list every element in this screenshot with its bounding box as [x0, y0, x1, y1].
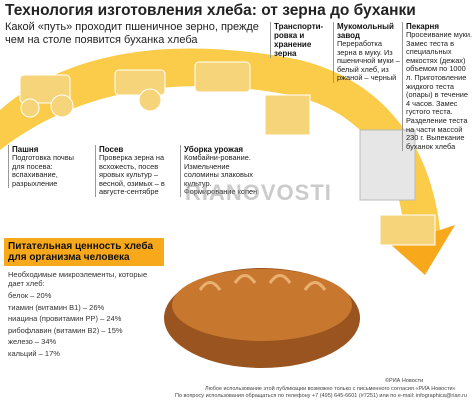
- step: Уборка урожая Комбайни-рование. Измельче…: [180, 145, 264, 197]
- arrow-head: [380, 225, 455, 275]
- nutrition-item: кальций – 17%: [8, 348, 60, 358]
- wheel: [50, 94, 74, 118]
- tractor: [114, 69, 166, 96]
- step: Мукомольный завод Переработка зерна в му…: [333, 22, 401, 83]
- nutrition-item: ниацина (провитамин РР) – 24%: [8, 314, 122, 323]
- step-name: Транспорти-ровка и хранение зерна: [274, 22, 324, 58]
- bread-crust: [172, 269, 352, 341]
- step-text: Проверка зерна на всхожесть, посев яровы…: [99, 153, 165, 197]
- nutrition-item: тиамин (витамин В1) – 26%: [8, 302, 105, 312]
- step: Транспорти-ровка и хранение зерна: [270, 22, 334, 58]
- step-name: Пекарня: [406, 22, 440, 31]
- step: Пашня Подготовка почвы для посева: вспах…: [8, 145, 87, 189]
- subtitle: Какой «путь» проходит пшеничное зерно, п…: [5, 21, 259, 46]
- mill: [359, 129, 416, 201]
- nutrition-intro: Необходимые микроэлементы, которые дает …: [8, 270, 148, 288]
- path-swirl: [0, 48, 440, 240]
- footer-line: По вопросу использования обращаться по т…: [175, 393, 467, 399]
- watermark: RIANOVOSTI: [185, 180, 332, 205]
- step-text: Просеивание муки. Замес теста в специаль…: [406, 30, 473, 151]
- bread-cuts: [198, 274, 327, 291]
- nutrition-item: белок – 20%: [8, 291, 52, 300]
- step: Пекарня Просеивание муки. Замес теста в …: [402, 22, 474, 152]
- wheel: [138, 88, 162, 112]
- nutrition-list: белок – 20% тиамин (витамин В1) – 26% ни…: [4, 290, 164, 359]
- wheel: [20, 98, 40, 118]
- footer-line: Любое использование этой публикации возм…: [205, 386, 456, 392]
- step-name: Мукомольный завод: [337, 22, 394, 40]
- step: Посев Проверка зерна на всхожесть, посев…: [95, 145, 181, 197]
- step-name: Посев: [99, 145, 124, 154]
- title: Технология изготовления хлеба: от зерна …: [5, 2, 416, 19]
- nutrition-box: Питательная ценность хлеба для организма…: [4, 238, 164, 366]
- nutrition-title: Питательная ценность хлеба для организма…: [4, 238, 164, 266]
- step-text: Комбайни-рование. Измельчение соломины з…: [184, 153, 258, 197]
- footer-credit: ©РИА Новости: [385, 378, 424, 384]
- combine: [194, 61, 251, 93]
- step-text: Подготовка почвы для посева: вспахивание…: [12, 153, 74, 188]
- bakery-oven: [379, 214, 436, 246]
- silo: [264, 94, 311, 136]
- nutrition-item: железо – 34%: [8, 337, 57, 346]
- step-name: Пашня: [12, 145, 39, 154]
- nutrition-item: рибофлавин (витамин В2) – 15%: [8, 325, 123, 335]
- step-name: Уборка урожая: [184, 145, 244, 154]
- step-text: Переработка зерна в муку. Из пшеничной м…: [337, 39, 400, 83]
